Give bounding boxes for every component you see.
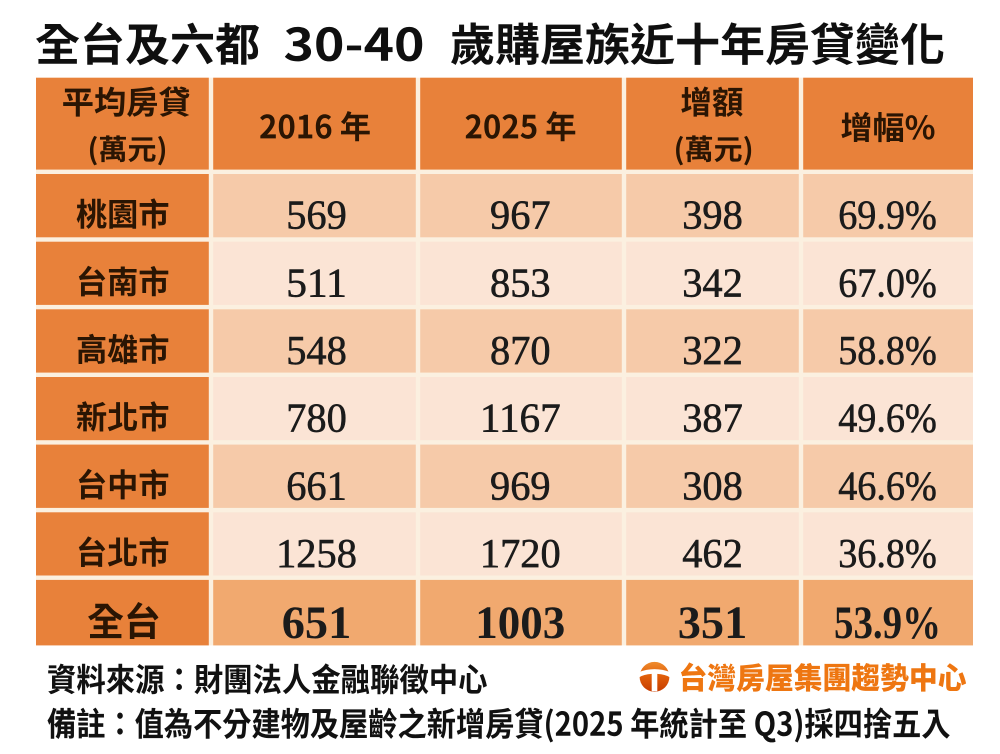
svg-text:308: 308 [682,462,743,509]
svg-text:569: 569 [286,191,347,238]
svg-text:1720: 1720 [480,530,561,577]
svg-text:967: 967 [490,191,551,238]
svg-text:69.9%: 69.9% [838,191,937,238]
svg-text:46.6%: 46.6% [838,462,937,509]
svg-text:67.0%: 67.0% [838,259,937,306]
svg-text:651: 651 [282,596,352,648]
svg-text:49.6%: 49.6% [838,394,937,441]
svg-text:969: 969 [490,462,551,509]
svg-text:780: 780 [286,394,347,441]
svg-text:548: 548 [286,327,347,374]
svg-text:342: 342 [682,259,743,306]
svg-text:1167: 1167 [480,394,561,441]
svg-text:387: 387 [682,394,743,441]
svg-text:853: 853 [490,259,551,306]
svg-text:462: 462 [682,530,743,577]
svg-text:661: 661 [286,462,347,509]
svg-text:1258: 1258 [276,530,357,577]
svg-text:351: 351 [678,596,748,648]
svg-text:1003: 1003 [475,596,565,648]
svg-text:58.8%: 58.8% [838,327,937,374]
svg-text:398: 398 [682,191,743,238]
svg-text:870: 870 [490,327,551,374]
svg-text:53.9%: 53.9% [834,596,941,648]
svg-text:36.8%: 36.8% [838,530,937,577]
svg-text:511: 511 [286,259,347,306]
svg-text:322: 322 [682,327,743,374]
